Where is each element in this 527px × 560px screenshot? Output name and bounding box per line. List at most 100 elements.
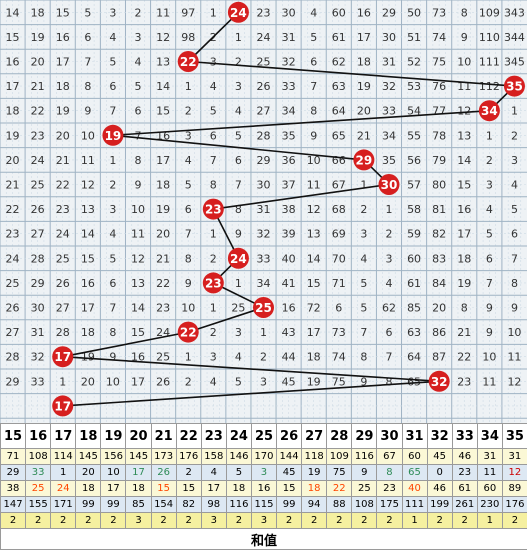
cell-value: 8 <box>385 375 392 388</box>
cell-value: 23 <box>156 302 170 315</box>
stat-cell: 98 <box>200 496 227 513</box>
cell-value: 32 <box>282 56 296 69</box>
cell-value: 51 <box>407 31 421 44</box>
cell-value: 31 <box>257 203 271 216</box>
cell-value: 24 <box>257 31 271 44</box>
cell-value: 6 <box>385 326 392 339</box>
marker-ball <box>177 51 199 72</box>
trend-segment <box>62 331 189 358</box>
cell-value: 74 <box>332 351 346 364</box>
cell-value: 109 <box>479 6 500 19</box>
marker-ball <box>52 346 74 368</box>
cell-value: 22 <box>457 351 471 364</box>
cell-value: 10 <box>181 302 195 315</box>
cell-value: 40 <box>282 252 296 265</box>
cell-value: 33 <box>31 375 45 388</box>
stat-cell: 24 <box>50 480 77 497</box>
stat-cell: 158 <box>200 448 227 465</box>
stat-cell: 145 <box>125 448 152 465</box>
stat-cell: 2 <box>451 512 478 529</box>
cell-value: 9 <box>235 228 242 241</box>
cell-value: 44 <box>282 351 296 364</box>
highlight-marker: 32 <box>428 370 450 392</box>
stats-table: 15 16 17 18 19 20 21 22 23 24 25 26 27 28 29 30 31 32 33 34… <box>0 423 527 550</box>
cell-value: 1 <box>109 154 116 167</box>
cell-value: 18 <box>6 105 20 118</box>
stat-cell: 261 <box>451 496 478 513</box>
cell-value: 21 <box>6 179 20 192</box>
cell-value: 82 <box>432 228 446 241</box>
cell-value: 75 <box>332 375 346 388</box>
marker-label: 35 <box>506 80 523 94</box>
cell-value: 18 <box>307 351 321 364</box>
cell-value: 84 <box>432 277 446 290</box>
stat-cell: 17 <box>100 480 127 497</box>
stat-cell: 230 <box>476 496 503 513</box>
cell-value: 8 <box>511 277 518 290</box>
stat-cell: 15 <box>175 480 202 497</box>
cell-value: 17 <box>457 228 471 241</box>
marker-ball <box>227 1 249 23</box>
cell-value: 345 <box>504 56 525 69</box>
stat-cell: 3 <box>250 464 278 481</box>
cell-value: 8 <box>210 179 217 192</box>
cell-value: 19 <box>457 277 471 290</box>
cell-value: 28 <box>31 252 45 265</box>
column-header: 16 <box>25 423 52 449</box>
highlight-marker: 23 <box>202 272 224 294</box>
cell-value: 5 <box>360 302 367 315</box>
cell-value: 13 <box>81 203 95 216</box>
cell-value: 25 <box>257 56 271 69</box>
stat-cell: 2 <box>376 512 403 529</box>
stat-cell: 0 <box>426 464 453 481</box>
cell-value: 81 <box>432 203 446 216</box>
cell-value: 10 <box>307 154 321 167</box>
grid-lines <box>0 0 527 423</box>
stat-cell: 4 <box>200 464 227 481</box>
cell-value: 58 <box>407 203 421 216</box>
column-header: 18 <box>75 423 102 449</box>
cell-value: 3 <box>511 154 518 167</box>
cell-value: 2 <box>109 179 116 192</box>
cell-value: 27 <box>31 228 45 241</box>
cell-value: 10 <box>106 375 120 388</box>
stats-row: 71 108 114 145 156 145 173 176 158 146 170 144 118 10… <box>0 448 527 465</box>
stat-cell: 18 <box>301 480 328 497</box>
cell-value: 12 <box>457 105 471 118</box>
stat-cell: 67 <box>376 448 403 465</box>
highlight-marker: 25 <box>253 297 274 318</box>
cell-value: 17 <box>357 31 371 44</box>
column-header: 26 <box>276 423 303 449</box>
cell-value: 55 <box>407 129 421 142</box>
column-header: 22 <box>175 423 202 449</box>
cell-value: 30 <box>31 302 45 315</box>
column-header: 20 <box>125 423 152 449</box>
cell-value: 2 <box>385 228 392 241</box>
stat-cell: 173 <box>150 448 177 465</box>
stat-cell: 9 <box>351 464 378 481</box>
cell-value: 25 <box>56 252 70 265</box>
cell-value: 61 <box>407 277 421 290</box>
cell-value: 97 <box>181 6 195 19</box>
cell-value: 20 <box>357 105 371 118</box>
marker-ball <box>202 272 224 294</box>
marker-ball <box>177 321 199 343</box>
cell-value: 5 <box>360 277 367 290</box>
cell-value: 9 <box>486 326 493 339</box>
cell-value: 20 <box>56 129 70 142</box>
cell-value: 5 <box>210 105 217 118</box>
stat-cell: 2 <box>351 512 378 529</box>
stat-cell: 10 <box>100 464 127 481</box>
cell-value: 53 <box>407 80 421 93</box>
cell-value: 5 <box>486 228 493 241</box>
highlight-marker: 22 <box>177 51 199 72</box>
stat-cell: 60 <box>401 448 428 465</box>
cell-value: 15 <box>56 6 70 19</box>
cell-value: 18 <box>81 326 95 339</box>
cell-value: 26 <box>6 302 20 315</box>
cell-value: 6 <box>486 252 493 265</box>
cell-value: 110 <box>479 31 500 44</box>
stat-cell: 111 <box>401 496 428 513</box>
cell-value: 80 <box>432 179 446 192</box>
